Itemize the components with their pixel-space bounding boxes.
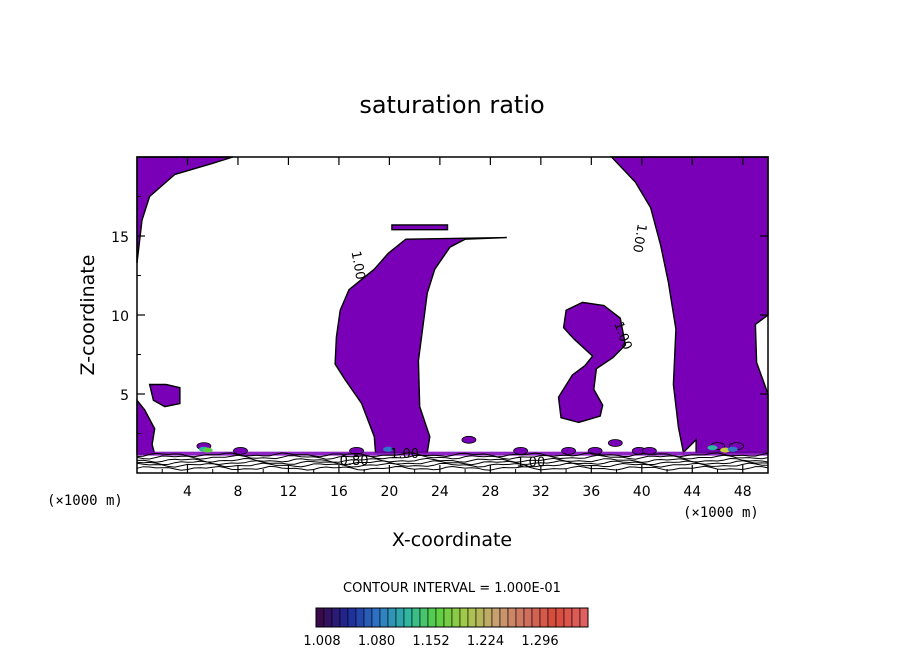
colorbar-cell bbox=[363, 607, 373, 628]
colorbar-cell bbox=[411, 607, 421, 628]
colorbar-cell bbox=[467, 607, 477, 628]
colorbar-cell bbox=[355, 607, 365, 628]
colorbar bbox=[315, 607, 589, 628]
colorbar-tick-label: 1.008 bbox=[303, 634, 340, 649]
contour-region-upper-right bbox=[609, 156, 769, 454]
x-tick-label: 36 bbox=[582, 484, 600, 500]
speckle-5 bbox=[561, 446, 577, 455]
colorbar-tick-label: 1.224 bbox=[467, 634, 504, 649]
colorbar-cell bbox=[347, 607, 357, 628]
x-tick-label: 12 bbox=[280, 484, 298, 500]
colorbar-cell bbox=[515, 607, 525, 628]
x-tick-label: 8 bbox=[233, 484, 242, 500]
contour-region-left-column bbox=[136, 398, 156, 455]
y-tick-label: 5 bbox=[120, 388, 129, 404]
colorbar-cell bbox=[451, 607, 461, 628]
colorbar-cell bbox=[395, 607, 405, 628]
surface-contour-line-0 bbox=[136, 465, 769, 471]
contour-label: 1.00 bbox=[516, 456, 545, 471]
contour-interval: CONTOUR INTERVAL = 1.000E-01 bbox=[343, 581, 561, 596]
colorbar-cell bbox=[555, 607, 565, 628]
contour-labels: 1.001.001.000.80 1.001.00 bbox=[340, 223, 649, 471]
contour-region-center-strip bbox=[391, 224, 449, 231]
highlight-spot-5 bbox=[383, 446, 394, 452]
surface-contour-line-5 bbox=[136, 452, 769, 458]
contour-region-right-blob bbox=[557, 301, 627, 424]
colorbar-cell bbox=[323, 607, 333, 628]
contour-label: 0.80 bbox=[340, 454, 369, 469]
colorbar-tick-label: 1.080 bbox=[358, 634, 395, 649]
colorbar-tick-label: 1.152 bbox=[412, 634, 449, 649]
y-tick-label: 10 bbox=[111, 309, 129, 325]
contour-region-upper-left bbox=[136, 156, 234, 263]
x-tick-label: 44 bbox=[683, 484, 701, 500]
surface-contour-line-1 bbox=[136, 462, 768, 468]
surface-band bbox=[137, 451, 768, 456]
x-tick-label: 28 bbox=[481, 484, 499, 500]
highlight-spot-4 bbox=[727, 446, 738, 452]
x-unit-left: (×1000 m) bbox=[47, 493, 123, 509]
colorbar-cell bbox=[563, 607, 573, 628]
colorbar-cell bbox=[547, 607, 557, 628]
colorbar-cell bbox=[483, 607, 493, 628]
colorbar-cell bbox=[443, 607, 453, 628]
colorbar-cell bbox=[379, 607, 389, 628]
x-tick-label: 32 bbox=[532, 484, 550, 500]
colorbar-cell bbox=[531, 607, 541, 628]
colorbar-cell bbox=[387, 607, 397, 628]
x-unit-right: (×1000 m) bbox=[683, 505, 759, 521]
speckle-3 bbox=[461, 435, 477, 444]
x-axis-ticks: 4 8 12 16 20 24 28 32 36 40 44 48 bbox=[161, 157, 752, 500]
colorbar-cell bbox=[507, 607, 517, 628]
x-tick-label: 40 bbox=[633, 484, 651, 500]
contour-label: 1.00 bbox=[348, 250, 368, 281]
colorbar-tick-label: 1.296 bbox=[521, 634, 558, 649]
colorbar-cell bbox=[331, 607, 341, 628]
x-tick-label: 24 bbox=[431, 484, 449, 500]
colorbar-cell bbox=[459, 607, 469, 628]
colorbar-cell bbox=[435, 607, 445, 628]
colorbar-cell bbox=[491, 607, 501, 628]
colorbar-cell bbox=[579, 607, 589, 628]
colorbar-cell bbox=[571, 607, 581, 628]
highlight-spot-3 bbox=[720, 447, 731, 453]
x-tick-label: 48 bbox=[734, 484, 752, 500]
highlight-spot-1 bbox=[202, 447, 213, 453]
colorbar-cell bbox=[523, 607, 533, 628]
colorbar-cell bbox=[475, 607, 485, 628]
colorbar-cell bbox=[499, 607, 509, 628]
surface-contour-line-2 bbox=[136, 460, 769, 466]
contour-region-left-blob bbox=[148, 383, 181, 408]
x-tick-label: 4 bbox=[183, 484, 192, 500]
y-axis-ticks: 5 10 15 bbox=[111, 196, 768, 434]
colorbar-cell bbox=[427, 607, 437, 628]
y-tick-label: 15 bbox=[111, 230, 129, 246]
speckle-4 bbox=[513, 446, 529, 455]
x-tick-label: 20 bbox=[380, 484, 398, 500]
x-axis-label: X-coordinate bbox=[392, 529, 512, 551]
colorbar-labels: 1.008 1.080 1.152 1.224 1.296 bbox=[303, 634, 558, 649]
colorbar-cell bbox=[371, 607, 381, 628]
colorbar-cell bbox=[315, 607, 325, 628]
chart-title: saturation ratio bbox=[359, 91, 544, 119]
colorbar-frame bbox=[315, 607, 589, 628]
speckle-1 bbox=[233, 446, 248, 455]
colorbar-cell bbox=[419, 607, 429, 628]
speckle-2 bbox=[349, 446, 364, 455]
highlight-spot-2 bbox=[707, 445, 718, 451]
speckle-7 bbox=[607, 439, 623, 447]
x-tick-label: 16 bbox=[330, 484, 348, 500]
plot-area bbox=[136, 156, 769, 471]
contour-label: 1.00 bbox=[629, 223, 649, 254]
colorbar-cell bbox=[339, 607, 349, 628]
y-axis-label: Z-coordinate bbox=[77, 255, 99, 376]
colorbar-cell bbox=[403, 607, 413, 628]
contour-label: 1.00 bbox=[390, 447, 419, 462]
surface-contour-line-3 bbox=[136, 457, 769, 463]
colorbar-cell bbox=[539, 607, 549, 628]
